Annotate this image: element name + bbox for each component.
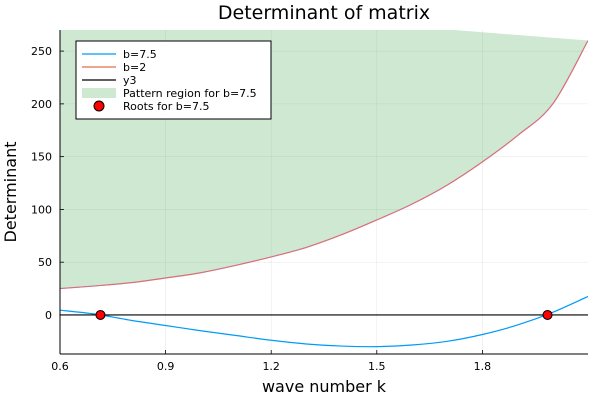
x-tick-label: 1.5	[368, 360, 386, 373]
chart-title: Determinant of matrix	[218, 2, 430, 24]
x-tick-label: 0.9	[157, 360, 175, 373]
y-tick-label: 150	[31, 151, 52, 164]
legend-swatch-fill	[82, 88, 116, 98]
y-tick-label: 200	[31, 98, 52, 111]
legend-swatch-marker	[93, 100, 105, 112]
series-line-b-7-5	[60, 295, 588, 348]
y-tick-label: 50	[38, 256, 52, 269]
y-tick-label: 100	[31, 203, 52, 216]
series-line-overlay	[60, 40, 588, 289]
x-tick-label: 1.2	[262, 360, 280, 373]
x-tick-label: 1.8	[474, 360, 492, 373]
legend-label: y3	[123, 74, 137, 87]
y-axis-label: Determinant	[1, 142, 20, 243]
y-tick-label: 250	[31, 45, 52, 58]
legend-label: Pattern region for b=7.5	[123, 87, 257, 100]
x-axis-label: wave number k	[262, 377, 387, 396]
root-marker	[542, 309, 553, 320]
root-marker	[95, 309, 106, 320]
legend-label: b=2	[123, 61, 146, 74]
y-tick-label: 0	[45, 309, 52, 322]
legend-label: Roots for b=7.5	[123, 100, 209, 113]
x-tick-label: 0.6	[51, 360, 69, 373]
legend-label: b=7.5	[123, 48, 157, 61]
